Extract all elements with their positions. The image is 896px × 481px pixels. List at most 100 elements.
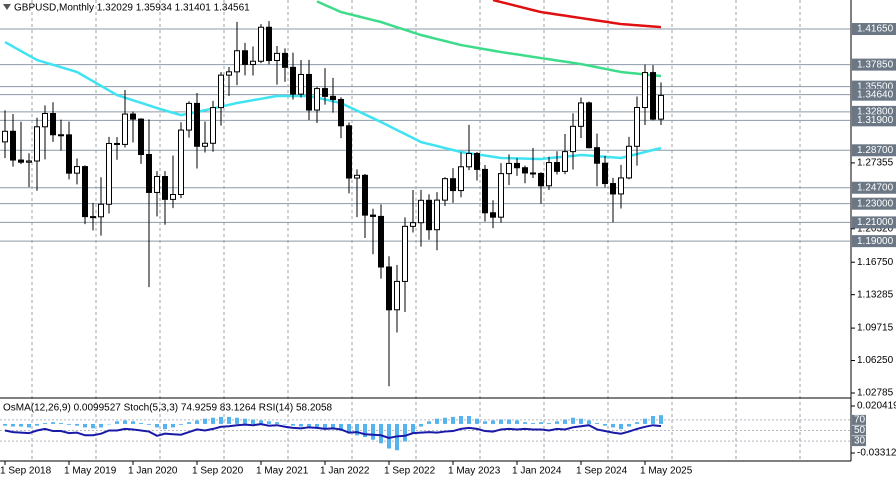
candle-body bbox=[450, 178, 456, 192]
candle-body bbox=[74, 166, 80, 174]
osma-bar bbox=[467, 416, 471, 424]
candle-body bbox=[186, 102, 192, 131]
osma-bar bbox=[451, 416, 455, 424]
osma-bar bbox=[635, 422, 639, 424]
candle-body bbox=[58, 134, 64, 137]
moving-average bbox=[316, 0, 662, 78]
osma-bar bbox=[107, 423, 111, 425]
osc-level-label: 30 bbox=[854, 436, 866, 447]
candle-body bbox=[522, 167, 528, 174]
osma-bar bbox=[555, 421, 559, 424]
osma-bar bbox=[427, 421, 431, 424]
osma-bar bbox=[259, 420, 263, 424]
candle-body bbox=[474, 152, 480, 170]
candle-body bbox=[290, 66, 296, 95]
candle-body bbox=[178, 129, 184, 196]
level-label-bg bbox=[852, 88, 896, 101]
osma-bar bbox=[491, 420, 495, 424]
level-label: 1.28700 bbox=[857, 145, 894, 156]
candle-body bbox=[42, 113, 48, 128]
osma-bar bbox=[507, 419, 511, 424]
osma-bar bbox=[275, 422, 279, 424]
candle-body bbox=[458, 166, 464, 192]
osma-bar bbox=[435, 418, 439, 424]
osma-bar bbox=[227, 416, 231, 424]
level-label: 1.32800 bbox=[857, 107, 894, 118]
osma-bar bbox=[387, 423, 391, 449]
osma-bar bbox=[499, 419, 503, 424]
osma-bar bbox=[27, 423, 31, 428]
candle-body bbox=[338, 98, 344, 127]
osma-bar bbox=[307, 423, 311, 428]
candle-body bbox=[618, 177, 624, 195]
osc-tick-label: 0.020419 bbox=[857, 401, 896, 412]
grid bbox=[31, 0, 801, 461]
y-tick-label: 1.20320 bbox=[857, 223, 894, 234]
osma-bar bbox=[483, 421, 487, 424]
y-tick-label: 1.02785 bbox=[857, 388, 894, 399]
candle-body bbox=[506, 162, 512, 175]
osma-bar bbox=[531, 423, 535, 424]
osma-bar bbox=[611, 423, 615, 428]
candle-body bbox=[298, 73, 304, 95]
candle-body bbox=[170, 194, 176, 200]
level-label-bg bbox=[852, 216, 896, 229]
oscillator-plot bbox=[0, 415, 850, 451]
osma-bar bbox=[331, 423, 335, 430]
indicator-title: OsMA(12,26,9) 0.0099527 Stoch(5,3,3) 74.… bbox=[3, 403, 333, 414]
candle-body bbox=[266, 26, 272, 61]
osma-bar bbox=[547, 423, 551, 424]
candle-body bbox=[218, 74, 224, 109]
osma-bar bbox=[43, 423, 47, 424]
y-tick-label: 1.09715 bbox=[857, 323, 894, 334]
osma-bar bbox=[75, 423, 79, 426]
candle-body bbox=[530, 172, 536, 175]
osma-bar bbox=[11, 423, 15, 427]
candle-body bbox=[402, 225, 408, 282]
level-label: 1.35500 bbox=[857, 81, 894, 92]
candle-body bbox=[82, 166, 88, 218]
x-tick-label: 1 Sep 2018 bbox=[0, 466, 52, 477]
y-tick-label: 1.06250 bbox=[857, 355, 894, 366]
osma-bar bbox=[123, 420, 127, 424]
candle-body bbox=[650, 72, 656, 120]
candle-body bbox=[586, 102, 592, 149]
osma-bar bbox=[235, 417, 239, 424]
osma-bar bbox=[515, 420, 519, 424]
x-tick-label: 1 May 2021 bbox=[256, 466, 309, 477]
osma-bar bbox=[579, 418, 583, 424]
x-tick-label: 1 May 2019 bbox=[64, 466, 117, 477]
osma-bar bbox=[411, 423, 415, 433]
osc-tick-label: -0.033122 bbox=[857, 448, 896, 459]
rsi-line bbox=[4, 423, 662, 439]
osma-bar bbox=[371, 423, 375, 440]
osma-bar bbox=[355, 423, 359, 436]
osma-bar bbox=[571, 417, 575, 424]
osc-label-bg bbox=[852, 425, 866, 436]
x-tick-label: 1 Sep 2022 bbox=[384, 466, 436, 477]
osc-label-bg bbox=[852, 436, 866, 447]
symbol-icon bbox=[3, 4, 11, 10]
candle-body bbox=[202, 142, 208, 147]
osma-bar bbox=[115, 421, 119, 424]
osma-bar bbox=[651, 416, 655, 424]
level-label-bg bbox=[852, 144, 896, 157]
osma-bar bbox=[171, 423, 175, 428]
candle-body bbox=[634, 107, 640, 147]
candle-body bbox=[2, 130, 8, 143]
candle-body bbox=[354, 174, 360, 179]
candle-body bbox=[114, 142, 120, 145]
osma-bar bbox=[131, 421, 135, 424]
candle-body bbox=[106, 142, 112, 205]
moving-average bbox=[492, 0, 662, 29]
candle-body bbox=[362, 174, 368, 216]
level-label: 1.23000 bbox=[857, 198, 894, 209]
candle-body bbox=[346, 125, 352, 179]
y-tick-label: 1.13285 bbox=[857, 289, 894, 300]
osma-bar bbox=[459, 416, 463, 424]
osma-bar bbox=[299, 423, 303, 427]
candle-body bbox=[258, 26, 264, 62]
osma-bar bbox=[291, 423, 295, 426]
